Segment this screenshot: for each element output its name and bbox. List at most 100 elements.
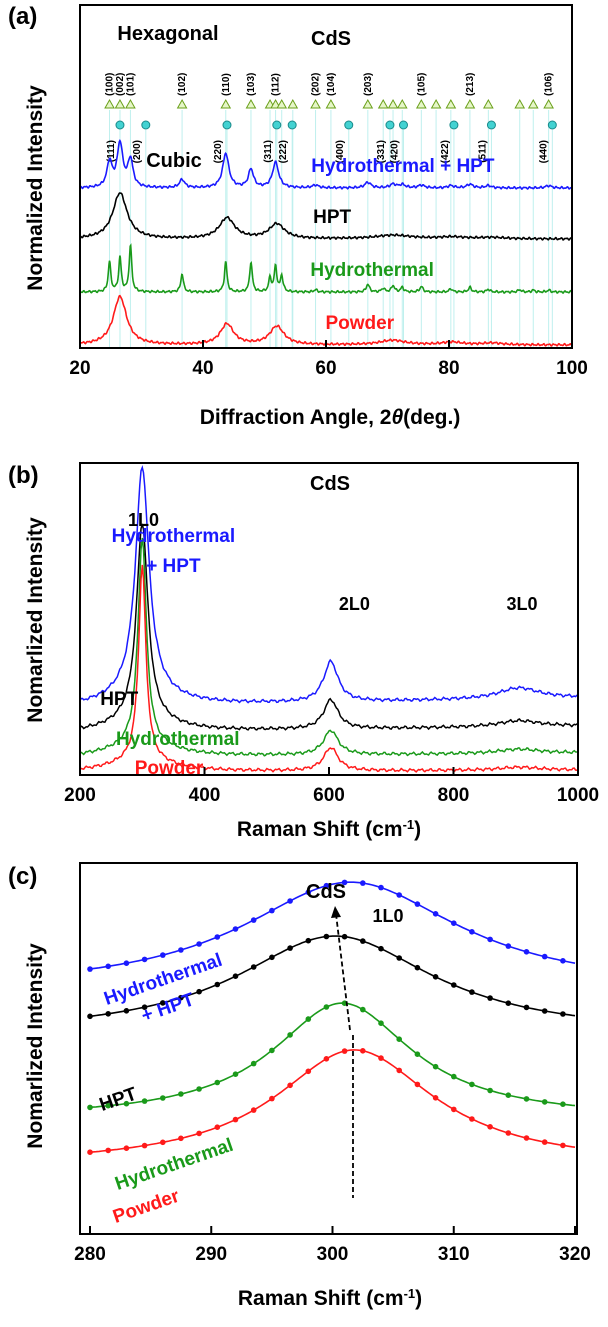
data-point-hydro — [396, 1036, 403, 1042]
data-point-hpt — [360, 938, 366, 944]
panel-c-raman-zoom: (c) Nomarlized Intensity 280 290 300 310 320… — [8, 862, 591, 1310]
panel-c-xlabel-sup: -1 — [404, 1286, 416, 1301]
data-point-powder — [414, 1081, 421, 1088]
data-point-powder — [178, 1135, 184, 1142]
data-point-hydro — [196, 1086, 202, 1092]
data-point-powder — [541, 1139, 548, 1145]
panel-label-c: (c) — [8, 863, 37, 890]
hexagonal-triangle-marker — [276, 98, 288, 109]
panel-a-xlabel-text: Diffraction Angle, 2 — [200, 406, 392, 429]
data-point-hydro_hpt — [396, 892, 403, 898]
cubic-circle-marker — [141, 120, 151, 130]
panel-b-xlabel-sup: -1 — [403, 817, 415, 832]
data-point-hydro — [160, 1095, 166, 1101]
data-point-hpt — [305, 937, 312, 944]
series-label-hydro: Hydrothermal — [116, 729, 240, 750]
data-point-powder — [123, 1145, 130, 1151]
x-tick-label: 200 — [64, 785, 96, 806]
hexagonal-hkl-label: (105) — [416, 73, 427, 96]
cubic-hkl-label: (220) — [213, 140, 224, 163]
data-point-powder — [305, 1068, 312, 1075]
data-point-powder — [487, 1124, 493, 1130]
x-tick-label: 40 — [192, 358, 213, 379]
x-tick-label: 280 — [74, 1244, 106, 1265]
data-point-hydro_hpt — [232, 926, 239, 932]
data-point-hydro_hpt — [178, 947, 184, 953]
panel-a-xlabel: Diffraction Angle, 2θ(deg.) — [200, 406, 461, 429]
hexagonal-triangle-marker — [310, 98, 321, 109]
panel-a-ylabel: Normalized Intensity — [24, 85, 47, 291]
panel-c-x-ticks: 280 290 300 310 320 — [74, 1226, 591, 1265]
panel-a-phase-markers — [104, 98, 557, 130]
panel-b-series-labels: Hydrothermal + HPT HPT Hydrothermal Powder — [100, 526, 239, 779]
series-line-hpt — [89, 935, 576, 1018]
hexagonal-triangle-marker — [514, 98, 526, 109]
panel-b-xlabel-close: ) — [414, 818, 421, 841]
data-point-hydro_hpt — [269, 907, 275, 914]
data-point-hydro_hpt — [141, 956, 148, 963]
data-point-hydro_hpt — [469, 929, 475, 935]
hexagonal-triangle-marker — [176, 98, 188, 109]
hexagonal-triangle-marker — [387, 98, 399, 109]
series-label-hydro_hpt: Hydrothermal + HPT — [311, 156, 495, 177]
hexagonal-hkl-label: (002) — [115, 73, 126, 96]
data-point-hydro_hpt — [360, 880, 366, 886]
hexagonal-hkl-label: (213) — [465, 73, 476, 96]
data-point-hydro_hpt — [214, 934, 221, 940]
x-tick-label: 290 — [195, 1244, 227, 1265]
data-point-hpt — [505, 1000, 512, 1006]
series-label-hpt: HPT — [100, 689, 138, 710]
hexagonal-hkl-label: (100) — [105, 73, 116, 96]
data-point-powder — [523, 1135, 530, 1141]
data-point-hydro — [305, 1016, 312, 1022]
cubic-circle-marker — [344, 120, 354, 130]
hexagonal-triangle-marker — [377, 98, 389, 109]
data-point-hydro — [141, 1098, 148, 1104]
cubic-circle-marker — [115, 120, 125, 130]
data-point-hpt — [232, 973, 239, 979]
data-point-hpt — [378, 945, 384, 952]
series-label-hydro: Hydrothermal — [310, 260, 434, 281]
data-point-hydro — [214, 1079, 221, 1086]
data-point-hydro_hpt — [414, 901, 421, 907]
cubic-circle-marker — [385, 120, 395, 130]
data-point-hpt — [287, 945, 293, 951]
cubic-hkl-label: (511) — [477, 140, 488, 163]
panel-a-xlabel-theta: θ — [391, 406, 403, 429]
data-point-hpt — [560, 1011, 566, 1017]
panel-label-b: (b) — [8, 462, 39, 489]
data-point-hydro_hpt — [560, 958, 566, 964]
data-point-powder — [196, 1130, 202, 1137]
series-line-hydro — [79, 537, 579, 757]
data-point-powder — [214, 1124, 221, 1130]
cubic-hkl-label: (331) — [376, 140, 387, 163]
panel-c-xlabel-text: Raman Shift (cm — [238, 1287, 404, 1310]
data-point-hydro — [414, 1051, 421, 1057]
x-tick-label: 320 — [559, 1244, 591, 1265]
data-point-powder — [250, 1107, 257, 1113]
cubic-circle-marker — [272, 120, 282, 130]
series-label-powder: Powder — [326, 313, 395, 334]
cubic-circle-marker — [547, 120, 557, 130]
panel-c-series-lines — [87, 879, 576, 1155]
panel-a-reference-lines — [109, 110, 553, 347]
panel-a-x-ticks: 20 40 60 80 100 — [69, 340, 588, 379]
data-point-hydro — [87, 1104, 93, 1111]
data-point-hydro — [269, 1047, 275, 1054]
hexagonal-triangle-marker — [362, 98, 374, 109]
data-point-hydro_hpt — [341, 879, 348, 886]
peak-annotation: 3L0 — [506, 594, 537, 614]
panel-b-xlabel: Raman Shift (cm-1) — [237, 817, 421, 842]
data-point-hpt — [414, 964, 421, 971]
hexagonal-triangle-marker — [245, 98, 257, 109]
data-point-hpt — [250, 964, 257, 970]
hexagonal-triangle-marker — [287, 98, 299, 109]
data-point-powder — [269, 1095, 275, 1102]
data-point-powder — [160, 1139, 166, 1146]
hexagonal-hkl-label: (104) — [326, 73, 337, 96]
data-point-hydro — [232, 1071, 239, 1077]
panel-c-shift-arrows — [331, 906, 354, 1198]
data-point-hydro_hpt — [523, 949, 530, 955]
x-tick-label: 60 — [315, 358, 336, 379]
panel-c-xlabel-close: ) — [415, 1287, 422, 1310]
